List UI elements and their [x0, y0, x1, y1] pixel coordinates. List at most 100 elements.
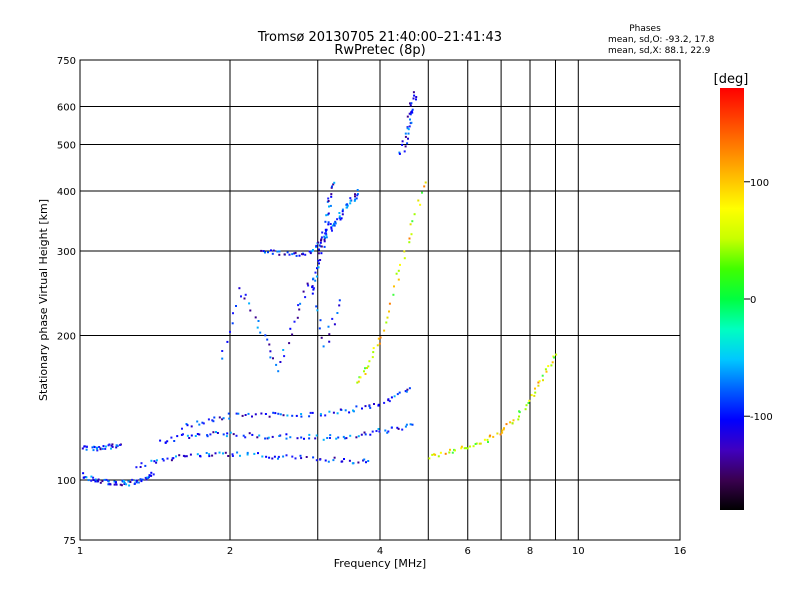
data-point [315, 275, 318, 278]
data-point [397, 269, 400, 272]
data-point [264, 251, 266, 254]
data-point [393, 395, 396, 398]
data-point [393, 285, 395, 288]
data-point [437, 455, 440, 458]
data-point [109, 483, 112, 486]
data-point [123, 480, 125, 482]
data-point [333, 323, 336, 326]
data-point [319, 413, 322, 416]
data-point [367, 460, 370, 462]
data-point [399, 263, 401, 266]
data-point [404, 390, 407, 393]
data-point [90, 479, 93, 482]
data-point [213, 416, 216, 419]
data-point [243, 297, 246, 300]
data-point [293, 320, 296, 323]
data-point [358, 376, 361, 379]
data-point [534, 387, 536, 390]
data-point [460, 447, 463, 450]
data-point [308, 433, 311, 436]
data-point [278, 435, 281, 437]
data-point [444, 452, 447, 455]
data-point [333, 456, 336, 459]
data-point [254, 316, 257, 319]
data-point [357, 461, 360, 464]
data-point [291, 455, 294, 458]
data-point [222, 452, 224, 455]
data-point [318, 327, 321, 330]
data-point [171, 457, 174, 460]
data-point [324, 237, 326, 239]
data-point [405, 423, 408, 426]
data-point [412, 97, 415, 100]
data-point [302, 253, 305, 256]
data-point [272, 411, 275, 414]
data-point [82, 472, 85, 475]
data-point [110, 447, 112, 450]
data-point [273, 455, 276, 458]
data-point [395, 272, 398, 275]
data-point [196, 420, 199, 423]
data-point [145, 478, 148, 481]
data-point [317, 266, 320, 269]
data-point [518, 415, 520, 418]
data-point [272, 357, 274, 360]
data-point [530, 394, 533, 397]
data-point [314, 271, 317, 274]
data-point [534, 391, 537, 394]
data-point [413, 94, 416, 97]
data-point [102, 445, 105, 448]
data-point [260, 249, 263, 252]
data-point [224, 451, 227, 454]
data-point [268, 343, 271, 346]
data-point [369, 433, 372, 436]
data-point [373, 403, 375, 405]
data-point [377, 428, 380, 430]
data-point [349, 197, 352, 200]
data-point [308, 250, 311, 253]
data-point [199, 455, 202, 458]
data-point [258, 434, 261, 437]
data-point [128, 484, 131, 487]
data-point [421, 191, 423, 194]
data-point [214, 452, 217, 455]
data-point [364, 405, 367, 408]
data-point [238, 287, 241, 290]
data-point [303, 437, 305, 440]
data-point [509, 421, 512, 424]
data-point [113, 483, 116, 486]
scatter-points [81, 91, 558, 487]
data-point [283, 253, 286, 256]
data-point [325, 234, 328, 237]
data-point [104, 445, 107, 448]
data-point [362, 459, 365, 462]
colorbar-gradient [720, 88, 744, 510]
data-point [339, 408, 342, 411]
data-point [247, 412, 250, 415]
data-point [101, 447, 104, 450]
plot-grid [80, 60, 680, 540]
y-tick-label: 100 [57, 476, 76, 487]
phases-legend: Phases mean, sd,O: -93.2, 17.8 mean, sd,… [608, 24, 715, 56]
data-point [275, 363, 278, 366]
data-point [492, 435, 495, 438]
data-point [379, 336, 382, 339]
data-point [295, 414, 298, 417]
data-point [125, 483, 128, 486]
data-point [337, 436, 340, 439]
data-point [264, 437, 267, 440]
data-point [465, 447, 468, 450]
data-point [345, 437, 348, 440]
data-point [330, 226, 333, 229]
data-point [309, 411, 312, 414]
data-point [271, 252, 274, 255]
data-point [434, 453, 437, 456]
data-point [115, 446, 118, 449]
data-point [181, 427, 183, 430]
data-point [328, 340, 331, 343]
data-point [386, 431, 389, 434]
data-point [246, 451, 249, 454]
data-point [222, 417, 225, 420]
data-point [320, 252, 323, 255]
data-point [306, 282, 309, 285]
